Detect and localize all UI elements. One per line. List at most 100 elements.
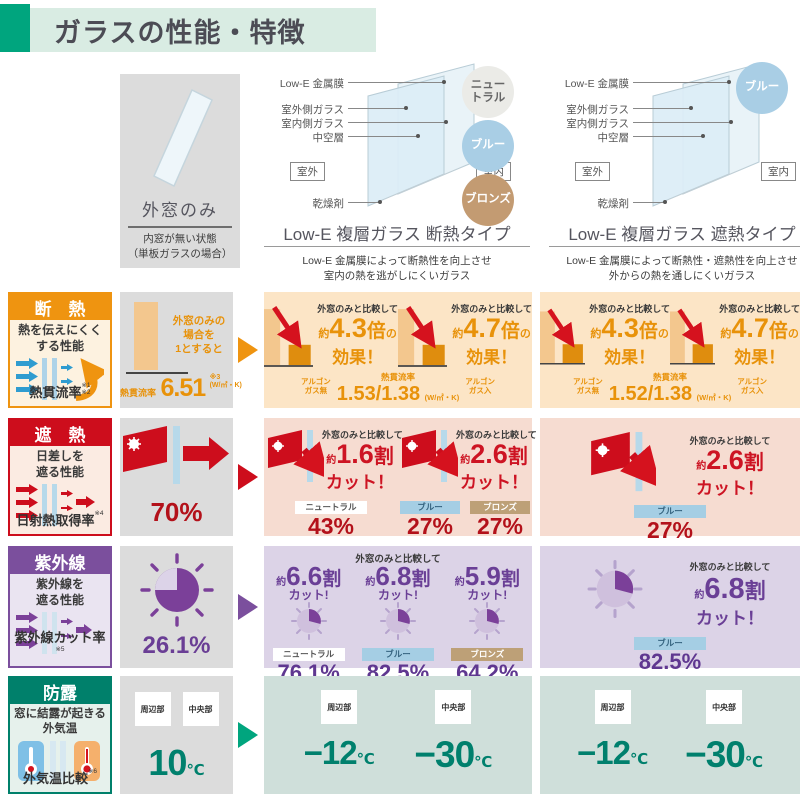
bar-reduction-icon bbox=[540, 308, 586, 365]
bar-reduction-icon bbox=[398, 306, 448, 367]
base-cell-condensation: 周辺部 中央部 10℃ bbox=[120, 676, 233, 794]
panel-outer-window-only: 外窓のみ 内窓が無い状態 （単板ガラスの場合） bbox=[120, 74, 240, 268]
category-uv: 紫外線 紫外線を 遮る性能 紫外線カット率※5 bbox=[8, 546, 112, 668]
base-note: 外窓のみの 場合を 1とすると bbox=[172, 315, 226, 356]
cell-condensation-insulation-type: 周辺部 −12℃ 中央部 −30℃ bbox=[264, 676, 532, 794]
label-lowe-film: Low-E 金属膜 bbox=[279, 78, 344, 90]
temp-result: 中央部 −30℃ bbox=[685, 690, 763, 776]
variant-blue: ブルー bbox=[462, 120, 514, 172]
variant-result: ニュートラル 43% bbox=[295, 501, 367, 539]
leader-line bbox=[633, 106, 693, 110]
label-desiccant: 乾燥剤 bbox=[597, 198, 630, 210]
arrow-right-icon bbox=[238, 337, 258, 363]
base-bar bbox=[134, 302, 158, 370]
shading-type-title: Low-E 複層ガラス 遮熱タイプ bbox=[568, 225, 796, 244]
variant-result: 約6.8割 カット! ブルー 82.5% bbox=[353, 563, 442, 685]
uv-arrows-icon bbox=[10, 611, 110, 655]
chip-center: 中央部 bbox=[182, 692, 219, 726]
category-desc: 紫外線を 遮る性能 bbox=[35, 577, 84, 607]
uv-sun-pie-icon bbox=[587, 560, 643, 618]
divider bbox=[549, 246, 800, 247]
label-air-layer: 中空層 bbox=[312, 132, 345, 144]
category-insulation: 断 熱 熱を伝えにくく する性能 熱貫流率※1 ※2 bbox=[8, 292, 112, 408]
compare-block: 外窓のみと比較して 約4.7倍の 効果！ bbox=[398, 300, 532, 376]
cell-condensation-shading-type: 周辺部 −12℃ 中央部 −30℃ bbox=[540, 676, 800, 794]
compare-block: 外窓のみと比較して 約6.8割 カット！ ブルー 82.5% bbox=[540, 546, 800, 674]
bar-reduction-icon bbox=[264, 306, 314, 367]
uv-sun-pie-icon bbox=[290, 602, 327, 641]
chip-periphery: 周辺部 bbox=[321, 690, 358, 724]
chip-blue: ブルー bbox=[361, 648, 434, 662]
chip-blue: ブルー bbox=[634, 637, 706, 650]
compare-block: 外窓のみと比較して 約2.6割 カット！ ブルー 27% ブロンズ 27% bbox=[398, 418, 537, 539]
leader-line bbox=[633, 80, 731, 84]
compare-block: 外窓のみと比較して 約4.3倍の 効果！ bbox=[264, 300, 398, 376]
leader-line bbox=[348, 80, 446, 84]
cell-shading-insulation-type: 外窓のみと比較して 約1.6割 カット！ ニュートラル 43% bbox=[264, 418, 537, 539]
sun-cut-icon bbox=[402, 430, 458, 482]
compare-block: 外窓のみと比較して 約4.7倍の 効果！ bbox=[670, 300, 800, 376]
category-desc: 窓に結露が起きる 外気温 bbox=[14, 708, 106, 735]
chip-periphery: 周辺部 bbox=[134, 692, 171, 726]
u-value-comparison: アルゴン ガス無 熱貫流率 1.52/1.38 (W/㎡・K) アルゴン ガス入 bbox=[572, 372, 767, 405]
metric-label: 日射熱取得率※4 bbox=[16, 510, 104, 528]
page-title: ガラスの性能・特徴 bbox=[54, 17, 306, 48]
metric-label: 紫外線カット率※5 bbox=[14, 630, 106, 653]
baseline bbox=[126, 372, 188, 374]
base-value: 10℃ bbox=[148, 742, 205, 783]
cell-insulation-insulation-type: 外窓のみと比較して 約4.3倍の 効果！ 外窓のみと比較して 約4.7倍の 効果… bbox=[264, 292, 532, 408]
arrow-right-icon bbox=[238, 464, 258, 490]
label-indoor: 室内 bbox=[761, 162, 796, 181]
base-value: 熱貫流率 6.51 ※3 (W/㎡・K) bbox=[120, 374, 242, 402]
variant-result: 約6.6割 カット! ニュートラル 76.1% bbox=[264, 563, 353, 685]
sun-cut-icon bbox=[268, 430, 324, 482]
compare-block: 外窓のみと比較して 約4.3倍の 効果！ bbox=[540, 300, 670, 376]
outer-window-note: 内窓が無い状態 （単板ガラスの場合） bbox=[127, 233, 233, 260]
base-cell-insulation: 外窓のみの 場合を 1とすると 熱貫流率 6.51 ※3 (W/㎡・K) bbox=[120, 292, 242, 408]
temp-result: 周辺部 −12℃ bbox=[577, 690, 648, 776]
variant-result: ブルー 27% bbox=[400, 501, 460, 539]
variant-result: ブロンズ 27% bbox=[470, 501, 530, 539]
arrow-right-icon bbox=[238, 722, 258, 748]
category-desc: 熱を伝えにくく する性能 bbox=[18, 323, 102, 353]
base-cell-uv: 26.1% bbox=[120, 546, 233, 668]
category-header: 防露 bbox=[10, 678, 110, 704]
insulation-type-desc: Low-E 金属膜によって断熱性を向上させ 室内の熱を逃がしにくいガラス bbox=[302, 255, 492, 283]
chip-center: 中央部 bbox=[435, 690, 472, 724]
bar-reduction-icon bbox=[670, 308, 716, 365]
category-desc: 日差しを 遮る性能 bbox=[35, 449, 84, 479]
leader-line bbox=[348, 134, 420, 138]
chip-neutral: ニュートラル bbox=[272, 648, 345, 662]
chip-periphery: 周辺部 bbox=[594, 690, 631, 724]
shading-arrows-icon bbox=[10, 483, 110, 527]
label-outer-glass: 室外側ガラス bbox=[281, 104, 344, 116]
divider bbox=[128, 226, 232, 228]
cell-uv-insulation-type: 外窓のみと比較して 約6.6割 カット! ニュートラル 76.1% 約6.8割 … bbox=[264, 546, 532, 685]
sun-heat-through-glass-icon bbox=[120, 426, 233, 484]
cell-insulation-shading-type: 外窓のみと比較して 約4.3倍の 効果！ 外窓のみと比較して 約4.7倍の 効果… bbox=[540, 292, 800, 408]
row-insulation: 断 熱 熱を伝えにくく する性能 熱貫流率※1 ※2 外窓のみの 場合を 1とす… bbox=[0, 292, 800, 408]
temp-result: 中央部 −30℃ bbox=[414, 690, 492, 776]
variant-result: ブルー 82.5% bbox=[634, 637, 706, 674]
leader-line bbox=[633, 120, 733, 124]
insulation-arrows-icon bbox=[10, 357, 110, 402]
compare-block: 外窓のみと比較して 約1.6割 カット！ ニュートラル 43% bbox=[264, 418, 403, 539]
label-inner-glass: 室内側ガラス bbox=[566, 118, 629, 130]
variant-result: 約5.9割 カット! ブロンズ 64.2% bbox=[443, 563, 532, 685]
single-glass-pane-illustration bbox=[153, 88, 213, 188]
compare-note: 外窓のみと比較して bbox=[355, 554, 441, 565]
uv-sun-pie-icon bbox=[469, 602, 506, 641]
u-value-comparison: アルゴン ガス無 熱貫流率 1.53/1.38 (W/㎡・K) アルゴン ガス入 bbox=[300, 372, 495, 405]
outer-window-caption: 外窓のみ bbox=[142, 201, 218, 220]
diagram-shading-type: Low-E 金属膜 室外側ガラス 室内側ガラス 中空層 室外 室内 乾燥剤 Lo… bbox=[543, 62, 800, 292]
chip-center: 中央部 bbox=[706, 690, 743, 724]
base-cell-shading: 70% bbox=[120, 418, 233, 536]
leader-line bbox=[348, 120, 448, 124]
label-desiccant: 乾燥剤 bbox=[312, 198, 345, 210]
thermometers-icon bbox=[10, 740, 110, 782]
cell-uv-shading-type: 外窓のみと比較して 約6.8割 カット！ ブルー 82.5% bbox=[540, 546, 800, 674]
leader-line bbox=[348, 106, 408, 110]
sun-cut-icon bbox=[591, 432, 656, 492]
leader-line bbox=[348, 200, 382, 204]
